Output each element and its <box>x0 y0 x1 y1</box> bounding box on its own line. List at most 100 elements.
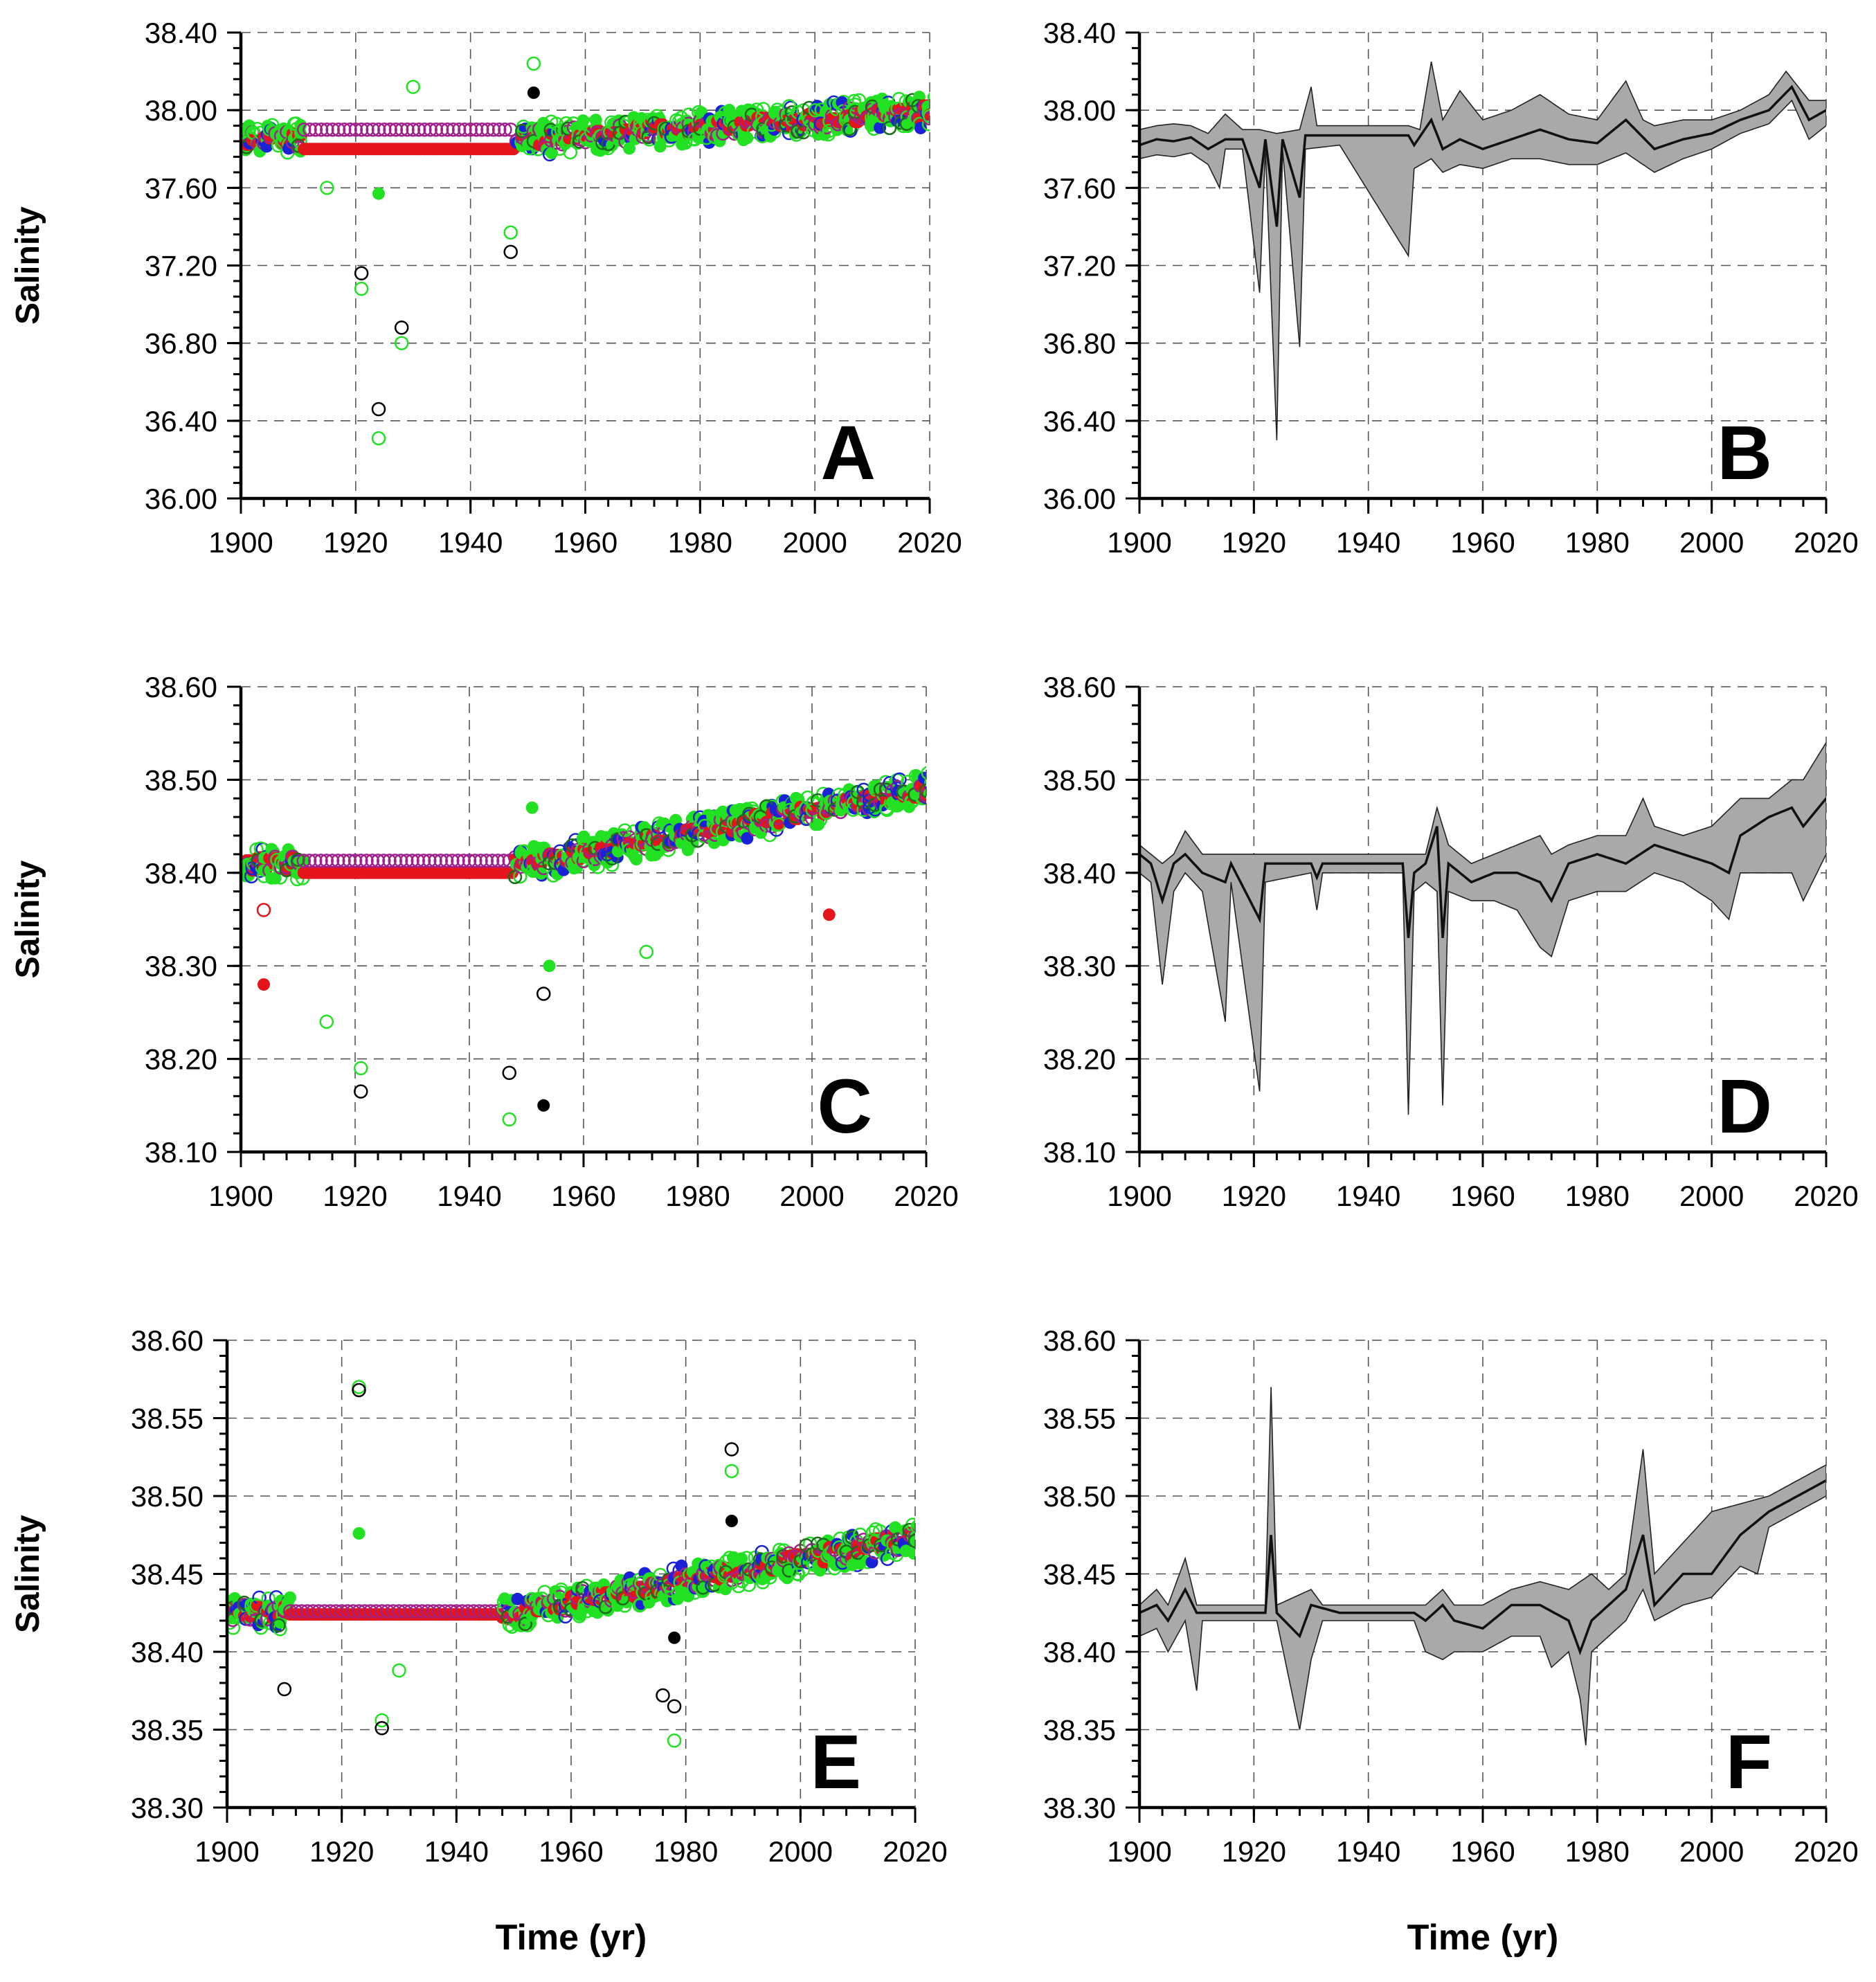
series-purple-point <box>480 122 495 137</box>
series-green-point <box>812 818 825 831</box>
x-tick-label: 1900 <box>1107 526 1171 559</box>
outlier-point <box>502 1112 516 1127</box>
series-purple-point <box>365 854 379 868</box>
outlier-point <box>526 56 541 71</box>
series-purple-point <box>399 854 414 868</box>
y-tick-label: 38.30 <box>1043 950 1116 982</box>
outlier-point <box>371 431 386 446</box>
x-tick-label: 2000 <box>768 1835 833 1868</box>
series-purple-point <box>314 854 328 868</box>
x-axis-label: Time (yr) <box>1407 1918 1559 1958</box>
y-tick-label: 36.00 <box>145 483 217 515</box>
mean-line <box>1139 1479 1826 1656</box>
y-tick-label: 38.00 <box>145 94 217 127</box>
panel-letter: B <box>1717 411 1772 496</box>
series-purple-point <box>325 122 340 137</box>
x-tick-label: 2020 <box>1794 1180 1858 1212</box>
panel-letter: A <box>821 411 876 496</box>
x-tick-label: 1980 <box>665 1180 730 1212</box>
y-tick-label: 36.00 <box>1043 483 1116 515</box>
x-tick-label: 1940 <box>1336 1835 1400 1868</box>
series-green-point <box>927 92 930 102</box>
series-purple-point <box>370 854 386 868</box>
y-tick-label: 38.45 <box>1043 1558 1116 1591</box>
charts-layer: 1900 1920 1940 1960 1980 2000 2020 36.00 36.40 36… <box>10 17 1859 1958</box>
y-axis-label: Salinity <box>10 206 46 325</box>
series-purple-point <box>303 122 317 137</box>
series-green-point <box>617 823 632 838</box>
outlier-point <box>536 987 551 1001</box>
outlier-point <box>354 266 369 280</box>
series-green-point <box>545 146 559 159</box>
series-purple-point <box>416 854 431 868</box>
x-tick-label: 1980 <box>1565 1180 1630 1212</box>
x-tick-label: 2020 <box>1794 1835 1858 1868</box>
series-purple-point <box>320 122 334 137</box>
series-purple-point <box>382 854 397 868</box>
y-tick-label: 36.40 <box>1043 405 1116 438</box>
x-tick-label: 1920 <box>323 526 388 559</box>
outlier-point <box>639 944 653 960</box>
x-tick-label: 1900 <box>1107 1835 1171 1868</box>
series-purple-point <box>354 122 369 137</box>
series-purple-point <box>456 854 471 868</box>
series-purple-point <box>343 122 357 137</box>
y-tick-label: 37.60 <box>145 172 217 204</box>
x-tick-label: 1960 <box>1450 1180 1515 1212</box>
panel-letter: E <box>811 1720 861 1805</box>
series-purple-point <box>411 854 425 868</box>
outlier-point <box>822 908 836 921</box>
series-purple-point <box>354 854 368 868</box>
series-purple-point <box>919 789 926 803</box>
series-green-point <box>681 107 696 122</box>
x-tick-label: 1900 <box>208 526 273 559</box>
series-green-point <box>741 132 754 145</box>
y-tick-label: 38.30 <box>1043 1792 1116 1824</box>
series-purple-point <box>336 854 351 868</box>
y-tick-label: 38.40 <box>131 1636 204 1668</box>
x-tick-label: 1920 <box>1222 526 1286 559</box>
x-tick-label: 1900 <box>195 1835 259 1868</box>
plot-area <box>1139 741 1826 1115</box>
series-green-point <box>589 114 602 127</box>
series-green-point <box>889 1521 902 1534</box>
y-tick-label: 38.60 <box>1043 671 1116 703</box>
series-purple-point <box>388 122 404 137</box>
series-purple-point <box>439 854 454 868</box>
x-tick-label: 1920 <box>323 1180 387 1212</box>
series-green-point <box>611 1580 624 1593</box>
y-tick-label: 37.20 <box>1043 250 1116 282</box>
panel-d: 1900 1920 1940 1960 1980 2000 2020 38.10 38.20 38… <box>1043 671 1859 1212</box>
series-green-point <box>731 1578 746 1594</box>
series-purple-point <box>440 122 455 137</box>
series-purple-point <box>445 854 460 868</box>
series-purple-point <box>383 122 397 137</box>
series-purple-point <box>377 854 391 868</box>
series-purple-point <box>377 122 392 137</box>
outlier-point <box>668 1631 681 1644</box>
series-purple-point <box>348 854 363 868</box>
x-tick-label: 1940 <box>1336 526 1400 559</box>
grid-lines <box>241 687 926 1152</box>
y-tick-label: 38.60 <box>131 1324 204 1357</box>
series-purple-point <box>393 854 408 868</box>
outlier-point <box>724 1442 739 1457</box>
x-tick-label: 2020 <box>894 1180 958 1212</box>
y-tick-label: 38.40 <box>1043 1636 1116 1668</box>
axis-ticks: 1900 1920 1940 1960 1980 2000 2020 38.30 38.35 38… <box>131 1324 948 1868</box>
series-green-point <box>511 1592 524 1605</box>
outlier-point <box>394 336 409 350</box>
x-tick-label: 1900 <box>208 1180 273 1212</box>
y-tick-label: 37.60 <box>1043 172 1116 204</box>
series-purple-point <box>348 122 363 137</box>
outlier-point <box>375 1721 389 1736</box>
series-green-point <box>513 869 527 884</box>
series-purple-point <box>331 854 345 868</box>
series-green-point <box>741 831 754 845</box>
outlier-point <box>352 1527 366 1540</box>
y-tick-label: 38.45 <box>131 1558 204 1591</box>
plot-area <box>241 56 930 446</box>
x-tick-label: 1940 <box>438 526 503 559</box>
series-purple-point <box>451 122 467 137</box>
y-tick-label: 38.50 <box>1043 764 1116 796</box>
